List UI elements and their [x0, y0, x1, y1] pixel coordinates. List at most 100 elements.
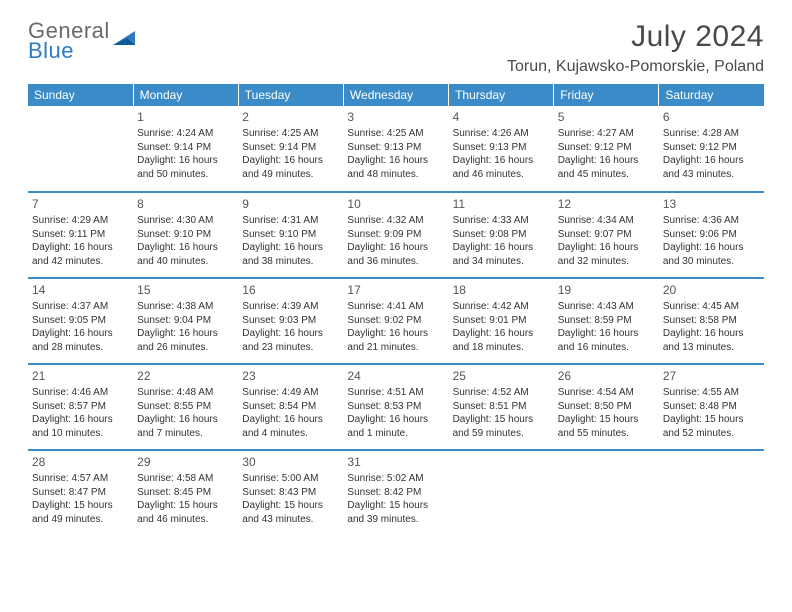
daylight-line: Daylight: 16 hours and 28 minutes.	[32, 327, 129, 354]
calendar-day-cell: 11Sunrise: 4:33 AMSunset: 9:08 PMDayligh…	[449, 192, 554, 278]
sunrise-line: Sunrise: 4:25 AM	[347, 127, 444, 141]
daylight-line: Daylight: 15 hours and 43 minutes.	[242, 499, 339, 526]
calendar-day-cell: 1Sunrise: 4:24 AMSunset: 9:14 PMDaylight…	[133, 106, 238, 192]
sunset-line: Sunset: 9:05 PM	[32, 314, 129, 328]
daylight-line: Daylight: 16 hours and 34 minutes.	[453, 241, 550, 268]
sunset-line: Sunset: 9:11 PM	[32, 228, 129, 242]
sunset-line: Sunset: 8:54 PM	[242, 400, 339, 414]
day-number: 13	[663, 196, 760, 212]
day-number: 28	[32, 454, 129, 470]
weekday-header: Saturday	[659, 84, 764, 106]
daylight-line: Daylight: 15 hours and 52 minutes.	[663, 413, 760, 440]
sunset-line: Sunset: 9:08 PM	[453, 228, 550, 242]
calendar-week-row: 7Sunrise: 4:29 AMSunset: 9:11 PMDaylight…	[28, 192, 764, 278]
calendar-week-row: 28Sunrise: 4:57 AMSunset: 8:47 PMDayligh…	[28, 450, 764, 536]
sunrise-line: Sunrise: 5:02 AM	[347, 472, 444, 486]
sunrise-line: Sunrise: 4:55 AM	[663, 386, 760, 400]
sunset-line: Sunset: 9:03 PM	[242, 314, 339, 328]
weekday-header: Friday	[554, 84, 659, 106]
day-number: 29	[137, 454, 234, 470]
sunrise-line: Sunrise: 4:29 AM	[32, 214, 129, 228]
sunrise-line: Sunrise: 4:38 AM	[137, 300, 234, 314]
sunrise-line: Sunrise: 4:58 AM	[137, 472, 234, 486]
calendar-day-cell: 24Sunrise: 4:51 AMSunset: 8:53 PMDayligh…	[343, 364, 448, 450]
daylight-line: Daylight: 16 hours and 48 minutes.	[347, 154, 444, 181]
day-number: 21	[32, 368, 129, 384]
day-number: 3	[347, 109, 444, 125]
sunset-line: Sunset: 8:48 PM	[663, 400, 760, 414]
brand-text: General Blue	[28, 20, 110, 61]
day-number: 1	[137, 109, 234, 125]
day-number: 4	[453, 109, 550, 125]
sunset-line: Sunset: 9:14 PM	[137, 141, 234, 155]
weekday-header: Wednesday	[343, 84, 448, 106]
calendar-day-cell: 30Sunrise: 5:00 AMSunset: 8:43 PMDayligh…	[238, 450, 343, 536]
day-number: 24	[347, 368, 444, 384]
daylight-line: Daylight: 16 hours and 49 minutes.	[242, 154, 339, 181]
calendar-day-cell: 16Sunrise: 4:39 AMSunset: 9:03 PMDayligh…	[238, 278, 343, 364]
calendar-body: 1Sunrise: 4:24 AMSunset: 9:14 PMDaylight…	[28, 106, 764, 536]
calendar-day-cell: 7Sunrise: 4:29 AMSunset: 9:11 PMDaylight…	[28, 192, 133, 278]
weekday-header: Monday	[133, 84, 238, 106]
day-number: 20	[663, 282, 760, 298]
calendar-day-cell: 31Sunrise: 5:02 AMSunset: 8:42 PMDayligh…	[343, 450, 448, 536]
sunrise-line: Sunrise: 5:00 AM	[242, 472, 339, 486]
day-number: 19	[558, 282, 655, 298]
calendar-day-cell: 29Sunrise: 4:58 AMSunset: 8:45 PMDayligh…	[133, 450, 238, 536]
daylight-line: Daylight: 16 hours and 13 minutes.	[663, 327, 760, 354]
daylight-line: Daylight: 16 hours and 16 minutes.	[558, 327, 655, 354]
day-number: 8	[137, 196, 234, 212]
calendar-day-cell	[28, 106, 133, 192]
calendar-day-cell: 27 Sunrise: 4:55 AMSunset: 8:48 PMDayligh…	[659, 364, 764, 450]
sunset-line: Sunset: 8:43 PM	[242, 486, 339, 500]
calendar-day-cell: 26Sunrise: 4:54 AMSunset: 8:50 PMDayligh…	[554, 364, 659, 450]
calendar-day-cell: 20 Sunrise: 4:45 AMSunset: 8:58 PMDayligh…	[659, 278, 764, 364]
daylight-line: Daylight: 16 hours and 21 minutes.	[347, 327, 444, 354]
daylight-line: Daylight: 16 hours and 10 minutes.	[32, 413, 129, 440]
page-title: July 2024	[507, 20, 764, 54]
sunrise-line: Sunrise: 4:26 AM	[453, 127, 550, 141]
daylight-line: Daylight: 16 hours and 7 minutes.	[137, 413, 234, 440]
calendar-day-cell: 23Sunrise: 4:49 AMSunset: 8:54 PMDayligh…	[238, 364, 343, 450]
sunset-line: Sunset: 9:12 PM	[558, 141, 655, 155]
calendar-week-row: 21Sunrise: 4:46 AMSunset: 8:57 PMDayligh…	[28, 364, 764, 450]
day-number: 12	[558, 196, 655, 212]
calendar-day-cell: 8Sunrise: 4:30 AMSunset: 9:10 PMDaylight…	[133, 192, 238, 278]
sunrise-line: Sunrise: 4:57 AM	[32, 472, 129, 486]
daylight-line: Daylight: 15 hours and 49 minutes.	[32, 499, 129, 526]
sunset-line: Sunset: 8:58 PM	[663, 314, 760, 328]
daylight-line: Daylight: 16 hours and 36 minutes.	[347, 241, 444, 268]
calendar-week-row: 1Sunrise: 4:24 AMSunset: 9:14 PMDaylight…	[28, 106, 764, 192]
sunrise-line: Sunrise: 4:39 AM	[242, 300, 339, 314]
day-number: 23	[242, 368, 339, 384]
sunset-line: Sunset: 8:47 PM	[32, 486, 129, 500]
calendar-day-cell: 28 Sunrise: 4:57 AMSunset: 8:47 PMDayligh…	[28, 450, 133, 536]
calendar-header-row: SundayMondayTuesdayWednesdayThursdayFrid…	[28, 84, 764, 106]
calendar-day-cell: 25Sunrise: 4:52 AMSunset: 8:51 PMDayligh…	[449, 364, 554, 450]
calendar-day-cell	[659, 450, 764, 536]
day-number: 5	[558, 109, 655, 125]
sunrise-line: Sunrise: 4:32 AM	[347, 214, 444, 228]
daylight-line: Daylight: 16 hours and 32 minutes.	[558, 241, 655, 268]
weekday-header: Tuesday	[238, 84, 343, 106]
sunset-line: Sunset: 8:42 PM	[347, 486, 444, 500]
day-number: 15	[137, 282, 234, 298]
weekday-header: Thursday	[449, 84, 554, 106]
day-number: 27	[663, 368, 760, 384]
sunrise-line: Sunrise: 4:30 AM	[137, 214, 234, 228]
sunrise-line: Sunrise: 4:25 AM	[242, 127, 339, 141]
sunset-line: Sunset: 9:02 PM	[347, 314, 444, 328]
daylight-line: Daylight: 16 hours and 18 minutes.	[453, 327, 550, 354]
sunset-line: Sunset: 8:57 PM	[32, 400, 129, 414]
sunset-line: Sunset: 8:53 PM	[347, 400, 444, 414]
sunset-line: Sunset: 9:14 PM	[242, 141, 339, 155]
daylight-line: Daylight: 16 hours and 38 minutes.	[242, 241, 339, 268]
sunrise-line: Sunrise: 4:49 AM	[242, 386, 339, 400]
calendar-day-cell: 17Sunrise: 4:41 AMSunset: 9:02 PMDayligh…	[343, 278, 448, 364]
calendar-day-cell	[449, 450, 554, 536]
sunrise-line: Sunrise: 4:45 AM	[663, 300, 760, 314]
sunrise-line: Sunrise: 4:46 AM	[32, 386, 129, 400]
calendar-day-cell: 19Sunrise: 4:43 AMSunset: 8:59 PMDayligh…	[554, 278, 659, 364]
sunset-line: Sunset: 9:09 PM	[347, 228, 444, 242]
calendar-day-cell: 5Sunrise: 4:27 AMSunset: 9:12 PMDaylight…	[554, 106, 659, 192]
